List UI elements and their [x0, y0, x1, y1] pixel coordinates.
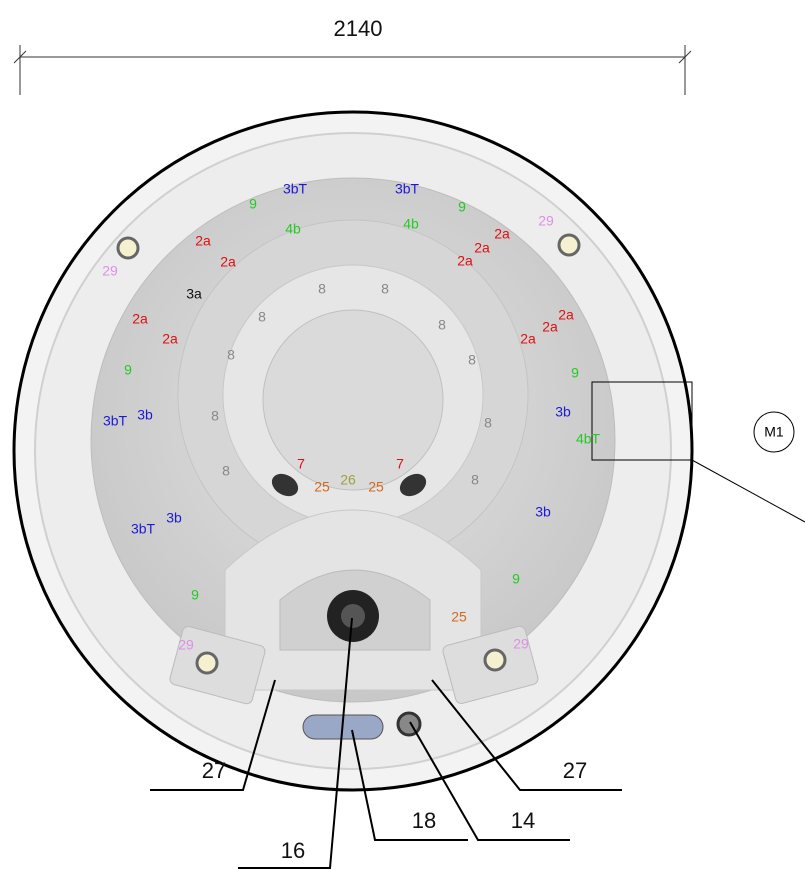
callout-label: 14: [511, 808, 535, 833]
jet-label: 3b: [137, 407, 153, 423]
jet-label: 29: [513, 636, 529, 652]
dimension-label: 2140: [334, 16, 383, 41]
jet-label: 29: [102, 263, 118, 279]
jet-label: 2a: [520, 331, 536, 347]
callout-label: 16: [281, 838, 305, 863]
jet-label: 3bT: [131, 521, 156, 537]
jet-label: 3bT: [395, 181, 420, 197]
jet-label: 2a: [494, 226, 510, 242]
jet-label: 3bT: [283, 181, 308, 197]
reference-label: M1: [764, 424, 784, 440]
jet-label: 9: [249, 196, 257, 212]
jet-label: 8: [258, 309, 266, 325]
jet-label: 8: [438, 317, 446, 333]
leader-lines: [150, 381, 805, 869]
jet-label: 8: [211, 408, 219, 424]
jet-label: 25: [368, 479, 384, 495]
tub: [12, 110, 694, 792]
jet-label: 4bT: [576, 431, 601, 447]
jet-label: 9: [571, 365, 579, 381]
jet-label: 9: [512, 571, 520, 587]
jet-label: 2a: [474, 240, 490, 256]
jet-label: 9: [458, 199, 466, 215]
jet-label: 9: [124, 362, 132, 378]
jet-label: 2a: [162, 331, 178, 347]
jet-label: 29: [538, 213, 554, 229]
jet-label: 8: [381, 281, 389, 297]
jet-label: 2a: [457, 253, 473, 269]
jet-label: 9: [191, 587, 199, 603]
jet-label: 3b: [555, 404, 571, 420]
jet-label: 3bT: [103, 413, 128, 429]
jet-label: 4b: [285, 221, 301, 237]
jet-label: 8: [484, 415, 492, 431]
jet-label: 8: [318, 281, 326, 297]
jet-label: 3a: [186, 286, 202, 302]
jet-label: 8: [468, 352, 476, 368]
jet-label: 29: [178, 637, 194, 653]
jet-label: 7: [297, 456, 305, 472]
dimension-line: [13, 45, 692, 95]
jet-label: 26: [340, 472, 356, 488]
jet-label: 25: [314, 479, 330, 495]
jet-label: 4b: [403, 216, 419, 232]
jet-label: 8: [222, 463, 230, 479]
callout-label: 18: [412, 808, 436, 833]
jet-label: 25: [451, 609, 467, 625]
jet-label: 3b: [166, 510, 182, 526]
callout-label: 27: [202, 758, 226, 783]
jet-label: 2a: [132, 311, 148, 327]
jet-label: 2a: [220, 254, 236, 270]
jet-label: 8: [471, 472, 479, 488]
jet-label: 2a: [558, 307, 574, 323]
jet-label: 3b: [535, 504, 551, 520]
jet-label: 2a: [195, 233, 211, 249]
jet-label: 8: [227, 347, 235, 363]
callout-label: 27: [563, 758, 587, 783]
jet-label: 2a: [542, 319, 558, 335]
jet-label: 7: [396, 456, 404, 472]
